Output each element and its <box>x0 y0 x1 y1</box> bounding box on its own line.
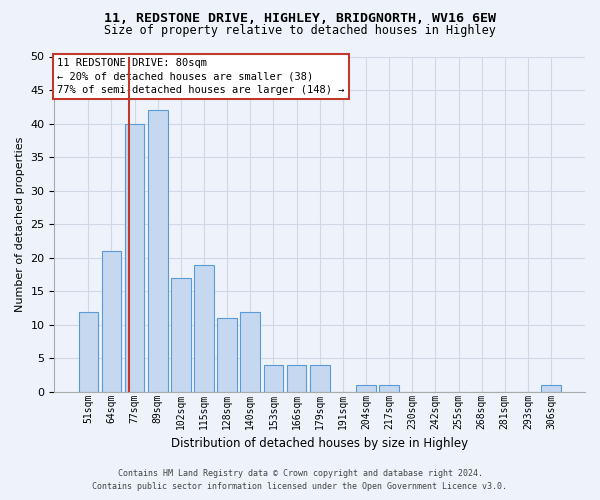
Text: Size of property relative to detached houses in Highley: Size of property relative to detached ho… <box>104 24 496 37</box>
Bar <box>379 386 399 392</box>
Text: 11, REDSTONE DRIVE, HIGHLEY, BRIDGNORTH, WV16 6EW: 11, REDSTONE DRIVE, HIGHLEY, BRIDGNORTH,… <box>104 12 496 26</box>
Bar <box>241 312 260 392</box>
Bar <box>101 251 121 392</box>
Text: Contains HM Land Registry data © Crown copyright and database right 2024.
Contai: Contains HM Land Registry data © Crown c… <box>92 470 508 491</box>
Bar <box>79 312 98 392</box>
Bar <box>287 365 307 392</box>
Bar <box>125 124 145 392</box>
Bar <box>310 365 329 392</box>
Bar <box>171 278 191 392</box>
Bar <box>217 318 237 392</box>
Bar <box>541 386 561 392</box>
Bar <box>148 110 167 392</box>
X-axis label: Distribution of detached houses by size in Highley: Distribution of detached houses by size … <box>171 437 468 450</box>
Text: 11 REDSTONE DRIVE: 80sqm
← 20% of detached houses are smaller (38)
77% of semi-d: 11 REDSTONE DRIVE: 80sqm ← 20% of detach… <box>57 58 344 94</box>
Bar <box>263 365 283 392</box>
Bar <box>194 264 214 392</box>
Bar <box>356 386 376 392</box>
Y-axis label: Number of detached properties: Number of detached properties <box>15 136 25 312</box>
